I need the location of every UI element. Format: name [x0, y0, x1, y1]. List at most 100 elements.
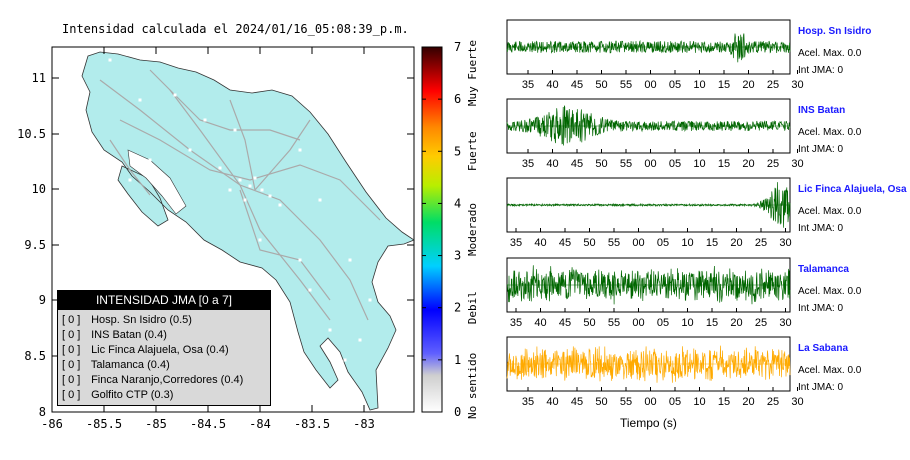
time-tick-label: 15 — [718, 79, 730, 91]
map-y-tick-label: 10.5 — [17, 127, 46, 141]
legend-row: [ 0 ] Talamanca (0.4) — [58, 358, 270, 373]
map-x-tick-label: -83 — [353, 417, 375, 431]
legend-row: [ 0 ] Finca Naranjo,Corredores (0.4) — [58, 373, 270, 388]
map-y-tick-label: 10 — [32, 182, 46, 196]
time-tick-label: 05 — [669, 79, 681, 91]
waveform-panel: 35 40 45 50 55 00 05 10 15 20 25 30 — [506, 98, 804, 170]
station-name: INS Batan — [798, 105, 846, 116]
time-tick-label: 25 — [755, 237, 767, 249]
time-tick-label: 55 — [620, 396, 632, 408]
time-tick-label: 15 — [706, 237, 718, 249]
town-marker — [348, 258, 352, 262]
town-marker — [138, 98, 142, 102]
time-tick-label: 40 — [546, 158, 558, 170]
legend-value: [ 0 ] — [62, 359, 81, 371]
town-marker — [243, 198, 247, 202]
time-tick-label: 05 — [657, 237, 669, 249]
time-tick-label: 00 — [644, 158, 656, 170]
legend-value: [ 0 ] — [62, 314, 81, 326]
town-marker — [218, 166, 222, 170]
town-marker — [108, 58, 112, 62]
time-tick-label: 25 — [767, 158, 779, 170]
time-tick-label: 35 — [522, 396, 534, 408]
time-tick-label: 00 — [632, 237, 644, 249]
time-tick-label: 00 — [644, 79, 656, 91]
colorbar-level-label: Moderado — [466, 203, 479, 256]
town-marker — [268, 194, 272, 198]
time-tick-label: 05 — [669, 396, 681, 408]
station-accel: Acel. Max. 0.0 — [798, 286, 862, 297]
time-tick-label: 05 — [657, 317, 669, 329]
time-axis-label: Tiempo (s) — [620, 416, 677, 430]
station-accel: Acel. Max. 0.0 — [798, 48, 862, 59]
time-tick-label: 10 — [693, 79, 705, 91]
time-tick-label: 20 — [730, 317, 742, 329]
time-tick-label: 25 — [767, 396, 779, 408]
gulf-of-nicoya — [127, 149, 187, 215]
time-tick-label: 45 — [571, 79, 583, 91]
town-marker — [188, 148, 192, 152]
station-name: Lic Finca Alajuela, Osa — [798, 184, 907, 195]
waveform-panel: 35 40 45 50 55 00 05 10 15 20 25 30 — [506, 19, 804, 91]
time-tick-label: 15 — [718, 396, 730, 408]
time-tick-label: 50 — [595, 158, 607, 170]
town-marker — [318, 198, 322, 202]
legend-value: [ 0 ] — [62, 329, 81, 341]
time-tick-label: 55 — [608, 317, 620, 329]
town-marker — [298, 148, 302, 152]
town-marker — [358, 338, 362, 342]
time-tick-label: 55 — [620, 158, 632, 170]
waveform-trace — [506, 105, 791, 146]
road-network — [99, 69, 381, 321]
time-tick-label: 20 — [742, 396, 754, 408]
station-accel: Acel. Max. 0.0 — [798, 127, 862, 138]
time-tick-label: 40 — [546, 79, 558, 91]
time-tick-label: 45 — [559, 317, 571, 329]
time-tick-label: 40 — [534, 237, 546, 249]
time-tick-label: 50 — [595, 79, 607, 91]
time-tick-label: 30 — [779, 317, 791, 329]
town-marker — [148, 158, 152, 162]
legend-value: [ 0 ] — [62, 344, 81, 356]
town-marker — [328, 328, 332, 332]
colorbar-tick-label: 1 — [454, 353, 461, 367]
map-x-tick-label: -84.5 — [190, 417, 226, 431]
time-tick-label: 15 — [718, 158, 730, 170]
station-jma: Int JMA: 0 — [798, 65, 844, 76]
map-x-tick-label: -85 — [145, 417, 167, 431]
legend-row: [ 0 ] Golfito CTP (0.3) — [58, 388, 270, 403]
colorbar-labels: No sentido Debil Moderado Fuerte Muy Fuerte — [466, 40, 479, 419]
time-tick-label: 50 — [595, 396, 607, 408]
waveform-panel: 35 40 45 50 55 00 05 10 15 20 25 30 — [506, 177, 792, 249]
time-tick-label: 30 — [791, 79, 803, 91]
legend-station: Lic Finca Alajuela, Osa (0.4) — [91, 344, 229, 356]
time-tick-label: 40 — [546, 396, 558, 408]
station-name: La Sabana — [798, 343, 849, 354]
time-tick-label: 55 — [620, 79, 632, 91]
time-tick-label: 35 — [510, 317, 522, 329]
time-tick-label: 30 — [791, 396, 803, 408]
town-marker — [233, 128, 237, 132]
station-accel: Acel. Max. 0.0 — [798, 206, 862, 217]
colorbar-tick-label: 7 — [454, 40, 461, 54]
time-tick-label: 10 — [681, 237, 693, 249]
town-marker — [258, 238, 262, 242]
map-x-axis: -86 -85.5 -85 -84.5 -84 -83.5 -83 — [41, 47, 375, 431]
map-x-tick-label: -85.5 — [86, 417, 122, 431]
colorbar-tick-label: 3 — [454, 249, 461, 263]
time-tick-label: 55 — [608, 237, 620, 249]
town-marker — [238, 178, 242, 182]
waveform-panel: 35 40 45 50 55 00 05 10 15 20 25 30 — [506, 336, 804, 408]
colorbar-tick-label: 4 — [454, 196, 461, 210]
colorbar-level-label: Muy Fuerte — [466, 40, 479, 106]
time-tick-label: 15 — [706, 317, 718, 329]
legend-row: [ 0 ] Lic Finca Alajuela, Osa (0.4) — [58, 343, 270, 358]
time-tick-label: 20 — [742, 158, 754, 170]
waveform-trace — [506, 33, 791, 63]
colorbar-tick-label: 0 — [454, 405, 461, 419]
time-tick-label: 05 — [669, 158, 681, 170]
time-tick-label: 35 — [522, 158, 534, 170]
town-marker — [173, 93, 177, 97]
map-y-tick-label: 11 — [32, 71, 46, 85]
legend-row: [ 0 ] Hosp. Sn Isidro (0.5) — [58, 313, 270, 328]
